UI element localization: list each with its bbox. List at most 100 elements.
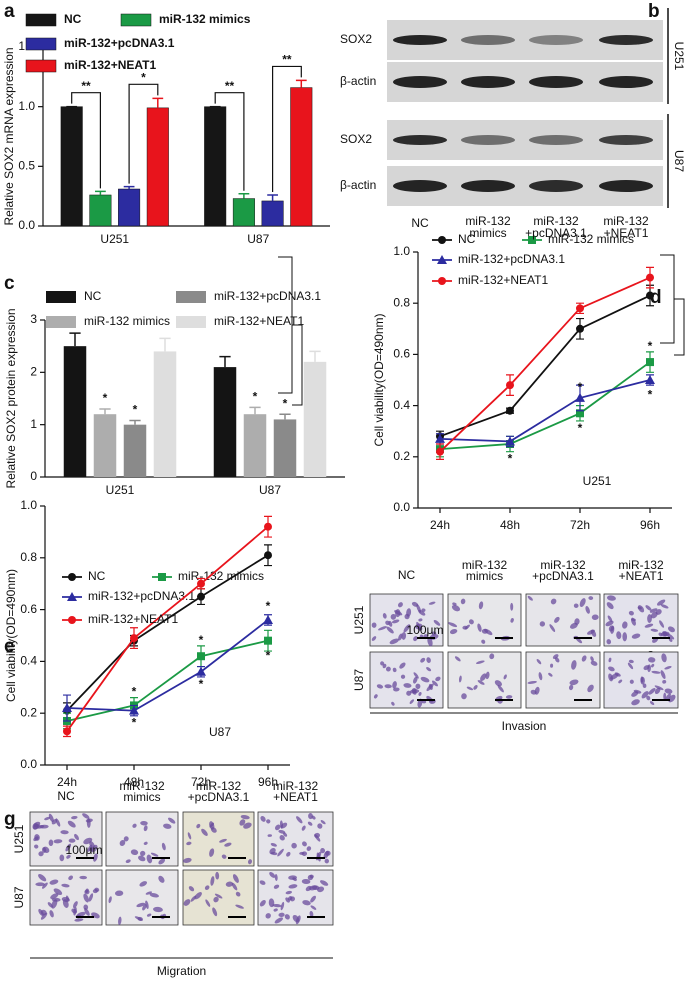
column-label: miR-132: [196, 779, 242, 793]
cell: [235, 904, 244, 909]
cell: [631, 617, 636, 626]
marker: [68, 616, 76, 624]
y-tick-label: 0.2: [393, 449, 410, 463]
cell: [279, 835, 285, 841]
cell: [309, 874, 314, 879]
cell: [588, 596, 594, 600]
cell: [310, 905, 317, 910]
bar: [153, 351, 177, 477]
cell: [212, 907, 218, 917]
blot-band: [461, 180, 515, 192]
cell: [376, 684, 384, 689]
legend-label: NC: [84, 289, 102, 303]
blot-band: [461, 76, 515, 88]
cell: [665, 693, 671, 701]
cell: [317, 823, 323, 829]
cell: [645, 605, 652, 611]
marker: [646, 358, 654, 367]
column-label: mimics: [123, 790, 160, 804]
cell: [629, 679, 634, 684]
cell: [406, 690, 412, 696]
cell: [311, 815, 316, 820]
cell: [481, 639, 486, 644]
column-label: NC: [57, 789, 75, 803]
y-axis-label: Relative SOX2 mRNA expression: [2, 47, 16, 225]
marker: [506, 381, 514, 390]
cell: [123, 836, 129, 842]
cell: [404, 613, 410, 620]
chart-label: U87: [209, 725, 231, 739]
cell: [659, 620, 665, 628]
legend-label: miR-132 mimics: [84, 314, 170, 328]
cell: [296, 816, 303, 824]
cell: [400, 674, 406, 679]
cell: [468, 619, 474, 625]
y-axis-label: Cell viability(OD=490nm): [372, 313, 386, 446]
marker: [130, 634, 138, 643]
cell: [550, 598, 557, 605]
cell: [392, 681, 397, 689]
marker: [438, 277, 446, 285]
cell: [150, 852, 159, 857]
cell: [426, 683, 434, 692]
cell: [231, 882, 238, 891]
cell: [62, 899, 69, 908]
column-label: miR-132: [618, 558, 664, 572]
cell: [309, 910, 314, 918]
y-tick-label: 3: [30, 312, 37, 326]
cell: [628, 610, 634, 616]
cell: [569, 679, 579, 686]
cell: [279, 820, 283, 829]
cell: [48, 839, 54, 847]
blot-band: [529, 76, 583, 88]
blot-band: [599, 76, 653, 88]
cell: [284, 914, 290, 920]
blot-band: [599, 180, 653, 192]
cell: [235, 891, 241, 897]
blot-row-label: SOX2: [340, 132, 372, 146]
cell: [382, 613, 387, 619]
cell: [633, 689, 642, 694]
cell: [664, 665, 672, 670]
series-line: [439, 294, 651, 438]
cell: [51, 899, 58, 909]
cell: [219, 838, 227, 843]
cell: [209, 821, 215, 830]
lane-label: +NEAT1: [604, 226, 649, 240]
cell: [268, 898, 275, 908]
cell: [51, 819, 58, 825]
cell: [536, 659, 542, 665]
marker: [264, 522, 272, 531]
cell: [186, 841, 192, 846]
cell: [278, 829, 286, 834]
legend-swatch: [25, 13, 57, 27]
cell: [573, 603, 579, 608]
cell: [389, 638, 399, 645]
cell: [631, 633, 641, 639]
column-label: miR-132: [462, 558, 508, 572]
cell: [385, 620, 390, 626]
cell: [299, 851, 305, 855]
y-tick-label: 0.0: [18, 218, 35, 232]
cell: [378, 626, 387, 631]
cell: [286, 851, 291, 857]
cell: [130, 849, 139, 856]
legend-label: miR-132+NEAT1: [88, 612, 178, 626]
cell: [622, 632, 628, 642]
cell: [272, 903, 282, 908]
marker: [576, 409, 584, 418]
cell: [397, 602, 403, 608]
x-tick-label: 48h: [500, 518, 520, 532]
y-tick-label: 0.6: [393, 347, 410, 361]
cell: [371, 622, 377, 628]
x-tick-label: U87: [259, 483, 281, 497]
cell: [431, 680, 438, 687]
cell: [418, 618, 423, 622]
cell: [65, 843, 72, 852]
lane-label: miR-132: [533, 214, 579, 228]
legend-label: miR-132 mimics: [178, 569, 264, 583]
significance-bracket: [214, 92, 245, 191]
bar: [232, 198, 255, 227]
cell: [320, 848, 326, 854]
y-tick-label: 0.8: [20, 550, 37, 564]
